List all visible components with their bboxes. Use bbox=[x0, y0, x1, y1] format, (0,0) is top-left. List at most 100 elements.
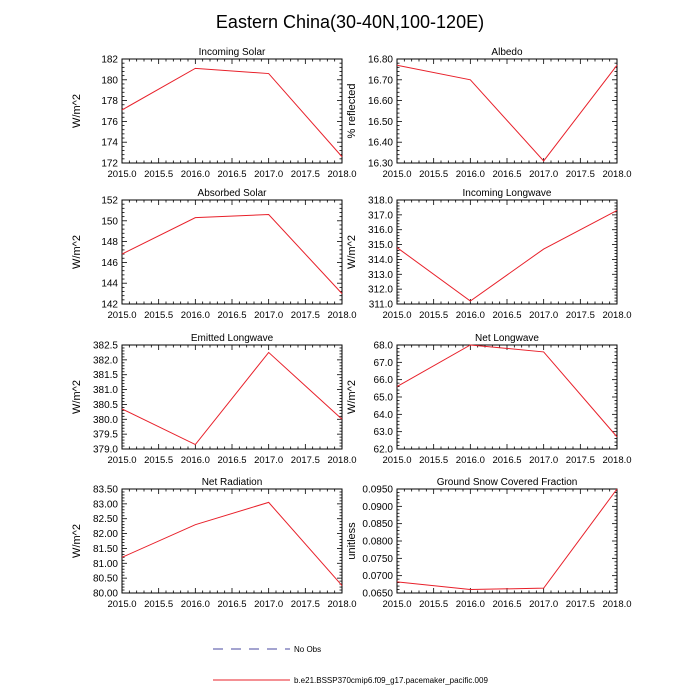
legend-no-obs-label: No Obs bbox=[294, 645, 321, 654]
x-tick-label: 2016.0 bbox=[456, 599, 485, 610]
y-tick-label: 314.0 bbox=[368, 255, 393, 266]
series-line bbox=[396, 344, 618, 438]
panel-net-longwave: Net Longwave W/m^2 2015.0 2015.5 2016.0 2016.… bbox=[346, 333, 632, 466]
x-tick-label: 2018.0 bbox=[327, 169, 356, 180]
y-tick-label: 0.0800 bbox=[362, 537, 393, 548]
x-tick-label: 2015.5 bbox=[144, 169, 173, 180]
plot-frame bbox=[396, 58, 618, 164]
y-tick-label: 16.70 bbox=[368, 75, 393, 86]
x-tick-label: 2017.5 bbox=[291, 169, 320, 180]
panel-title: Albedo bbox=[491, 47, 523, 58]
x-tick-label: 2017.5 bbox=[566, 599, 595, 610]
y-tick-label: 0.0850 bbox=[362, 519, 393, 530]
y-tick-label: 0.0750 bbox=[362, 554, 393, 565]
x-tick-label: 2015.0 bbox=[382, 310, 411, 321]
x-tick-label: 2016.5 bbox=[492, 310, 521, 321]
x-tick-label: 2017.0 bbox=[254, 455, 283, 466]
y-axis-label: W/m^2 bbox=[346, 235, 358, 269]
x-tick-label: 2017.5 bbox=[291, 599, 320, 610]
plot-frame bbox=[121, 58, 343, 164]
y-tick-label: 311.0 bbox=[369, 300, 394, 311]
y-tick-label: 83.50 bbox=[93, 485, 118, 496]
y-tick-label: 81.50 bbox=[93, 544, 118, 555]
series-line bbox=[396, 209, 618, 302]
panel-albedo: Albedo % reflected 2015.0 2015.5 2016.0 2016.… bbox=[346, 47, 632, 180]
legend-model-label: b.e21.BSSP370cmip6.f09_g17.pacemaker_pac… bbox=[294, 676, 488, 685]
y-tick-label: 381.5 bbox=[93, 370, 118, 381]
series-line bbox=[121, 501, 343, 586]
panel-incoming-longwave: Incoming Longwave W/m^2 2015.0 2015.5 2016.0… bbox=[346, 188, 632, 321]
y-tick-label: 174 bbox=[101, 138, 118, 149]
x-tick-label: 2015.0 bbox=[382, 599, 411, 610]
x-tick-label: 2015.5 bbox=[144, 310, 173, 321]
x-tick-label: 2018.0 bbox=[602, 310, 631, 321]
y-tick-label: 180 bbox=[101, 75, 118, 86]
figure-title: Eastern China(30-40N,100-120E) bbox=[216, 12, 484, 32]
plot-frame bbox=[396, 344, 618, 450]
x-tick-label: 2015.5 bbox=[419, 599, 448, 610]
y-tick-label: 0.0650 bbox=[362, 589, 393, 600]
x-tick-label: 2018.0 bbox=[327, 310, 356, 321]
y-tick-label: 178 bbox=[101, 96, 118, 107]
y-tick-label: 146 bbox=[101, 258, 118, 269]
y-axis-label: % reflected bbox=[346, 83, 358, 138]
panel-ground-snow-covered-fraction: Ground Snow Covered Fraction unitless 2015… bbox=[346, 477, 632, 610]
x-tick-label: 2015.0 bbox=[107, 455, 136, 466]
y-tick-label: 182 bbox=[101, 55, 118, 66]
x-tick-label: 2018.0 bbox=[327, 599, 356, 610]
y-tick-label: 315.0 bbox=[368, 240, 393, 251]
y-tick-label: 0.0900 bbox=[362, 502, 393, 513]
y-tick-label: 16.50 bbox=[368, 117, 393, 128]
y-tick-label: 150 bbox=[101, 216, 118, 227]
y-axis-label: W/m^2 bbox=[346, 380, 358, 414]
plot-frame bbox=[121, 344, 343, 450]
y-tick-label: 66.0 bbox=[374, 375, 394, 386]
x-tick-label: 2017.5 bbox=[291, 310, 320, 321]
x-tick-label: 2016.0 bbox=[181, 599, 210, 610]
y-tick-label: 80.00 bbox=[93, 589, 118, 600]
y-tick-label: 63.0 bbox=[374, 427, 394, 438]
x-tick-label: 2017.5 bbox=[566, 310, 595, 321]
x-tick-label: 2016.5 bbox=[492, 455, 521, 466]
x-tick-label: 2015.5 bbox=[419, 310, 448, 321]
y-tick-label: 316.0 bbox=[368, 225, 393, 236]
x-tick-label: 2016.5 bbox=[492, 599, 521, 610]
x-tick-label: 2017.0 bbox=[254, 310, 283, 321]
panel-title: Ground Snow Covered Fraction bbox=[437, 477, 578, 488]
panel-title: Incoming Longwave bbox=[463, 188, 552, 199]
y-tick-label: 380.0 bbox=[93, 415, 118, 426]
x-tick-label: 2017.0 bbox=[254, 599, 283, 610]
x-tick-label: 2017.5 bbox=[566, 169, 595, 180]
panel-title: Absorbed Solar bbox=[198, 188, 268, 199]
y-tick-label: 317.0 bbox=[368, 210, 393, 221]
x-tick-label: 2015.0 bbox=[107, 169, 136, 180]
series-line bbox=[121, 214, 343, 294]
legend: No Obs b.e21.BSSP370cmip6.f09_g17.pacema… bbox=[213, 645, 488, 685]
y-tick-label: 62.0 bbox=[374, 445, 394, 456]
y-axis-label: W/m^2 bbox=[71, 235, 83, 269]
y-tick-label: 148 bbox=[101, 237, 118, 248]
x-tick-label: 2018.0 bbox=[602, 599, 631, 610]
panel-title: Net Longwave bbox=[475, 333, 539, 344]
y-tick-label: 152 bbox=[101, 196, 118, 207]
x-tick-label: 2018.0 bbox=[327, 455, 356, 466]
y-tick-label: 380.5 bbox=[93, 400, 118, 411]
x-tick-label: 2015.0 bbox=[107, 599, 136, 610]
x-tick-label: 2016.5 bbox=[217, 455, 246, 466]
x-tick-label: 2017.0 bbox=[529, 599, 558, 610]
x-tick-label: 2017.0 bbox=[529, 310, 558, 321]
y-tick-label: 379.5 bbox=[93, 430, 118, 441]
x-tick-label: 2018.0 bbox=[602, 455, 631, 466]
y-tick-label: 82.50 bbox=[93, 514, 118, 525]
y-axis-label: unitless bbox=[346, 522, 358, 560]
x-tick-label: 2015.0 bbox=[382, 455, 411, 466]
plot-frame bbox=[121, 199, 343, 305]
plot-frame bbox=[396, 488, 618, 594]
x-tick-label: 2015.0 bbox=[107, 310, 136, 321]
panel-net-radiation: Net Radiation W/m^2 2015.0 2015.5 2016.0 2016… bbox=[71, 477, 357, 610]
x-tick-label: 2016.0 bbox=[456, 455, 485, 466]
x-tick-label: 2016.5 bbox=[492, 169, 521, 180]
x-tick-label: 2015.5 bbox=[419, 169, 448, 180]
y-tick-label: 80.50 bbox=[93, 574, 118, 585]
plot-frame bbox=[396, 199, 618, 305]
